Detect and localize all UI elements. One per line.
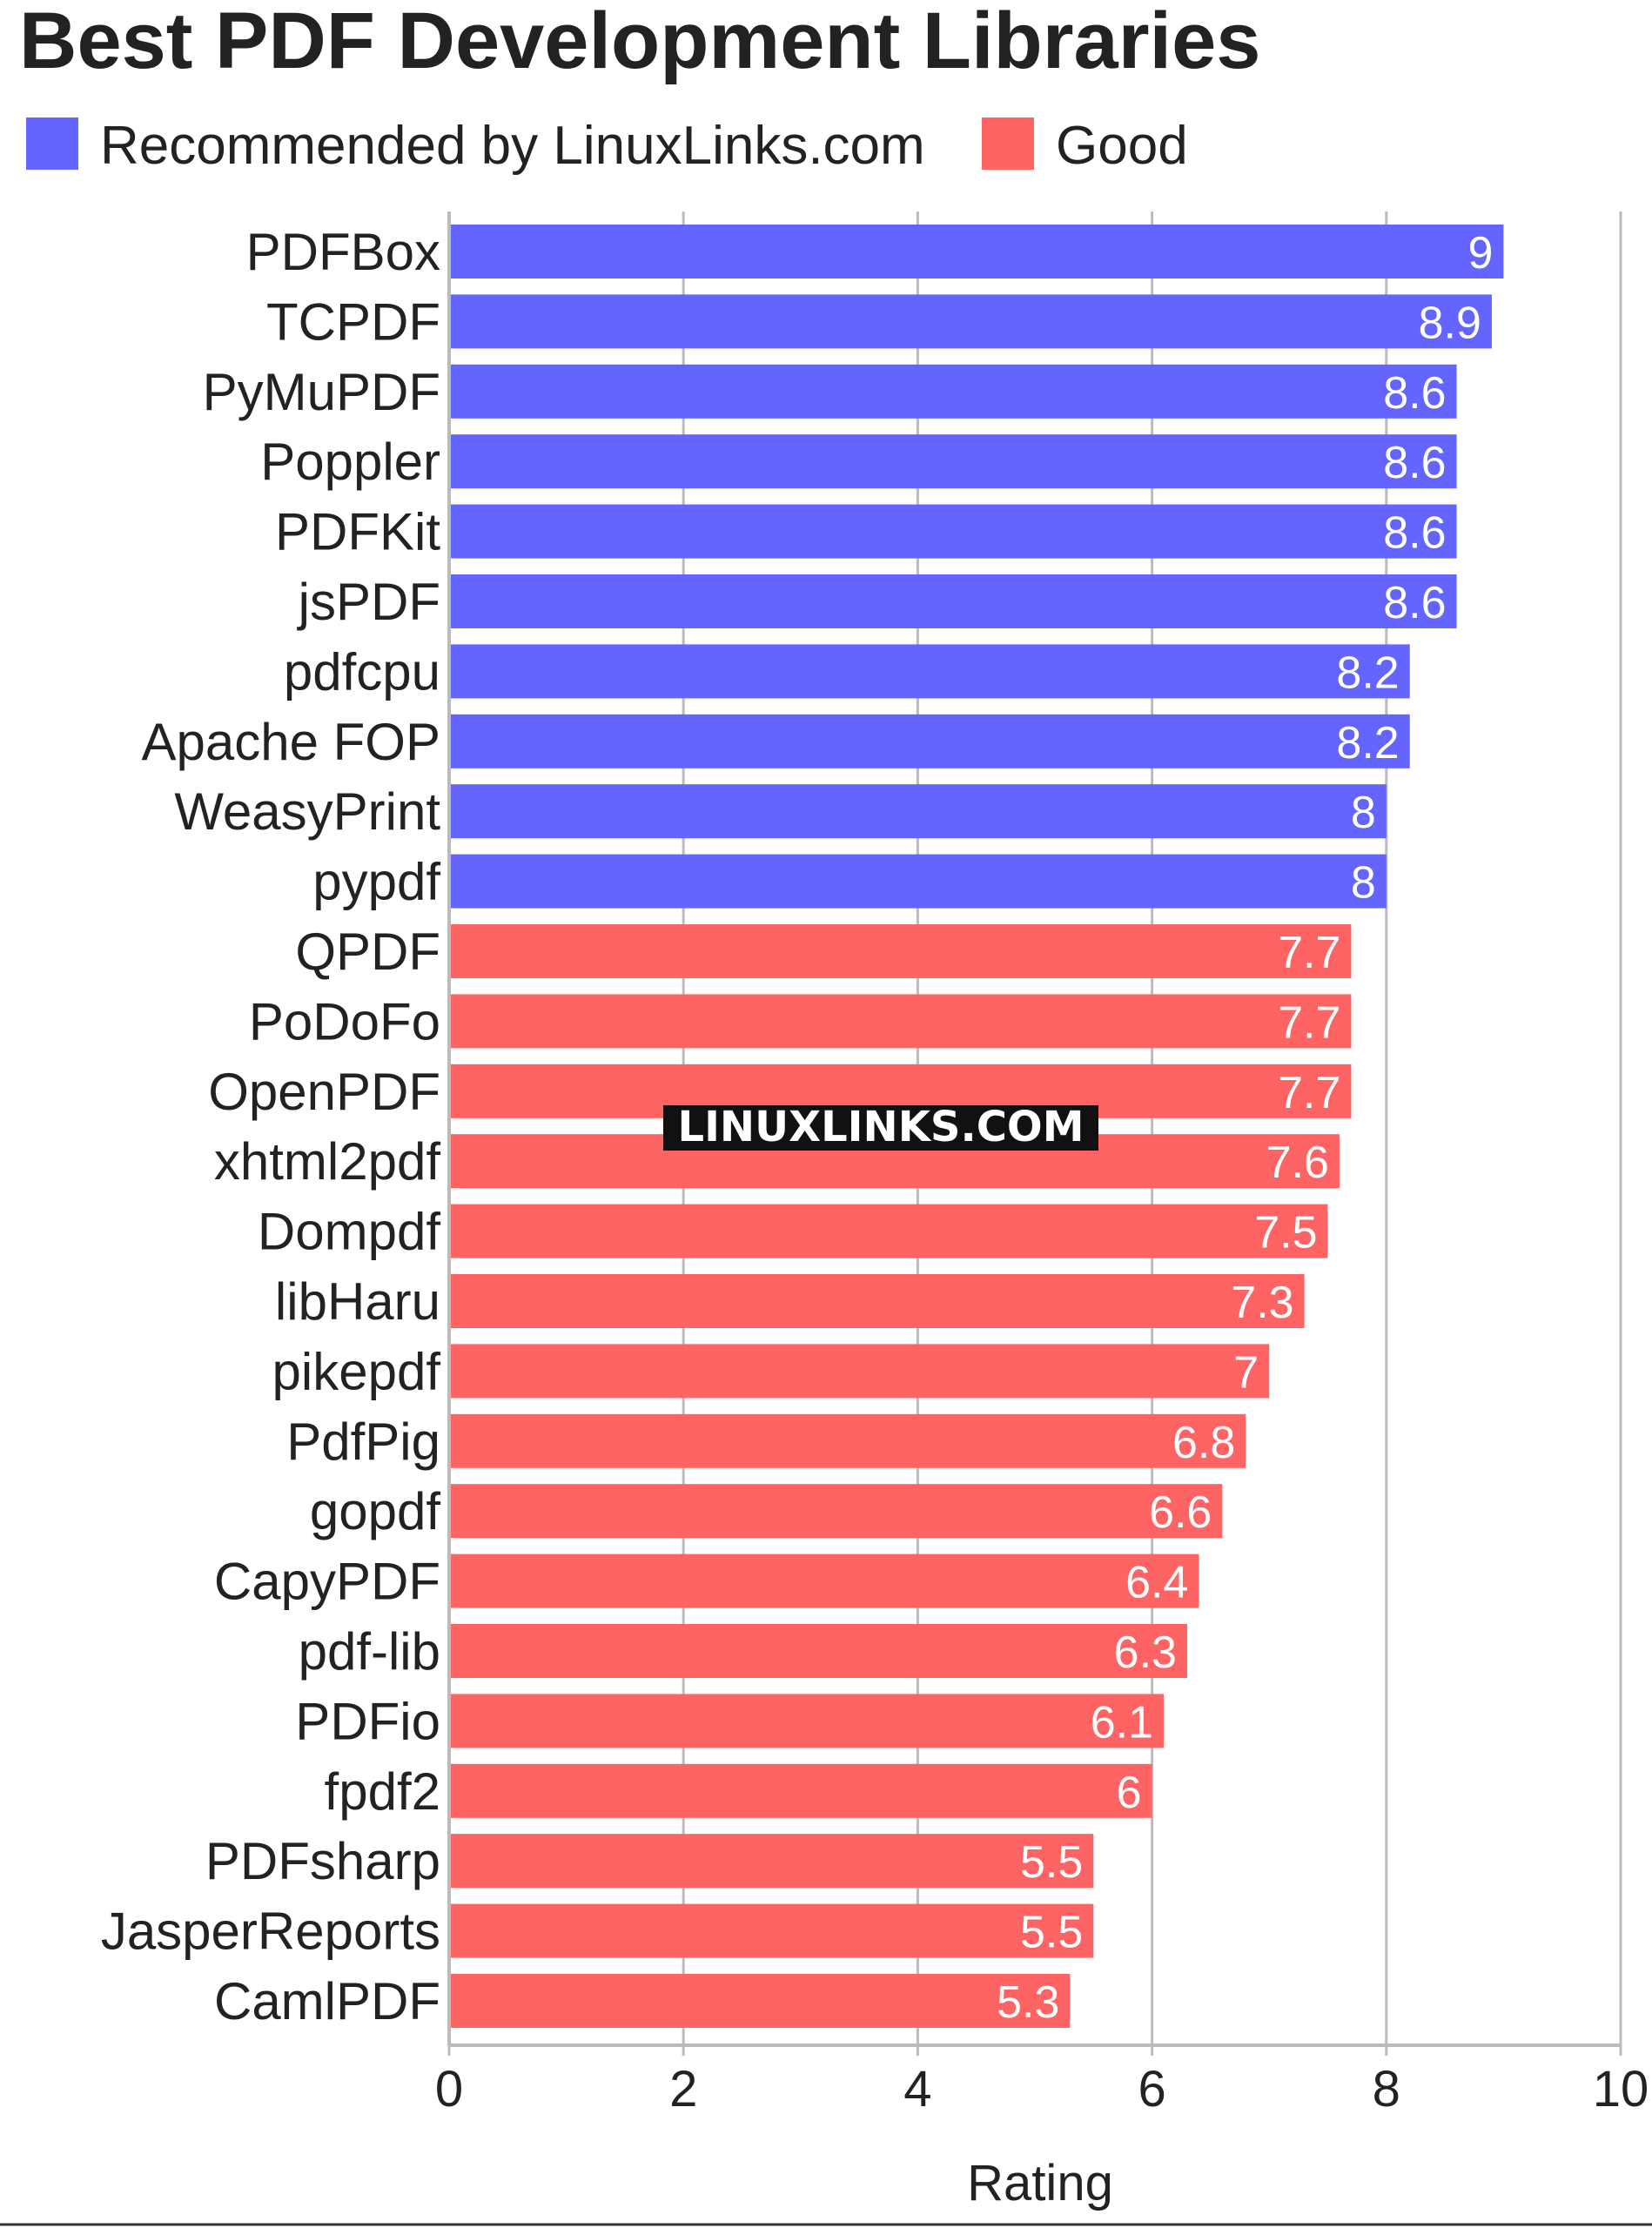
- category-label: gopdf: [310, 1482, 440, 1540]
- value-label: 8.6: [1383, 578, 1446, 628]
- category-label: PyMuPDF: [203, 363, 440, 421]
- category-label: PoDoFo: [249, 992, 440, 1050]
- category-label: Apache FOP: [141, 713, 440, 771]
- value-label: 6.6: [1149, 1487, 1212, 1538]
- x-tick-label: 2: [669, 2061, 697, 2117]
- watermark-text: LINUXLINKS.COM: [677, 1103, 1084, 1151]
- category-label: pdfcpu: [284, 642, 440, 701]
- bar-7: [449, 714, 1410, 768]
- value-label: 6.3: [1114, 1627, 1177, 1678]
- category-label: Poppler: [260, 433, 440, 491]
- bar-24: [449, 1903, 1094, 1958]
- bar-15: [449, 1274, 1305, 1328]
- value-label: 7: [1233, 1347, 1259, 1398]
- bar-4: [449, 504, 1457, 559]
- bar-21: [449, 1694, 1165, 1748]
- bar-17: [449, 1413, 1246, 1468]
- category-label: xhtml2pdf: [214, 1132, 440, 1191]
- bar-9: [449, 854, 1387, 909]
- category-label: CapyPDF: [214, 1553, 440, 1611]
- bar-22: [449, 1763, 1152, 1818]
- legend-label-recommended: Recommended by LinuxLinks.com: [100, 116, 925, 176]
- value-label: 8.6: [1383, 438, 1446, 488]
- x-axis: [447, 211, 1621, 2047]
- value-label: 7.7: [1278, 1068, 1340, 1118]
- value-label: 6.1: [1091, 1697, 1153, 1748]
- value-label: 6.8: [1172, 1418, 1235, 1468]
- value-label: 8: [1351, 788, 1376, 838]
- value-label: 8.9: [1419, 298, 1481, 348]
- bar-0: [449, 225, 1504, 278]
- x-tick-label: 0: [435, 2061, 463, 2117]
- value-label: 8.2: [1336, 648, 1399, 698]
- value-label: 9: [1467, 228, 1493, 278]
- bar-2: [449, 364, 1457, 419]
- category-labels: PDFBox TCPDF PyMuPDF Poppler PDFKit jsPDF pdfc…: [101, 223, 441, 2030]
- value-label: 8.6: [1383, 368, 1446, 419]
- bar-1: [449, 294, 1492, 349]
- value-label: 6: [1117, 1768, 1142, 1818]
- bar-19: [449, 1554, 1199, 1608]
- category-label: PDFKit: [275, 503, 440, 561]
- bar-10: [449, 924, 1352, 978]
- bar-8: [449, 784, 1387, 839]
- category-label: TCPDF: [266, 292, 440, 351]
- value-label: 6.4: [1125, 1558, 1188, 1608]
- category-label: jsPDF: [297, 573, 440, 631]
- value-label: 7.7: [1278, 997, 1340, 1048]
- value-labels: 98.98.68.68.68.68.28.2887.77.77.77.67.57…: [997, 228, 1493, 2028]
- bar-14: [449, 1204, 1328, 1258]
- x-tick-label: 4: [903, 2061, 931, 2117]
- value-label: 8.6: [1383, 508, 1446, 559]
- value-label: 5.5: [1020, 1837, 1083, 1888]
- bar-20: [449, 1624, 1187, 1678]
- x-tick-label: 10: [1593, 2061, 1649, 2117]
- category-label: JasperReports: [101, 1903, 440, 1961]
- value-label: 5.5: [1020, 1908, 1083, 1958]
- x-axis-title: Rating: [967, 2155, 1113, 2211]
- legend-label-good: Good: [1056, 116, 1188, 176]
- watermark-background: [663, 1105, 1098, 1151]
- bar-18: [449, 1484, 1223, 1539]
- value-label: 7.7: [1278, 928, 1340, 978]
- category-label: fpdf2: [325, 1762, 440, 1821]
- legend: Recommended by LinuxLinks.com Good: [26, 116, 1188, 176]
- category-label: pypdf: [312, 853, 440, 911]
- category-label: Dompdf: [258, 1203, 440, 1261]
- x-tick-label: 6: [1138, 2061, 1165, 2117]
- category-label: PDFio: [295, 1692, 440, 1750]
- value-label: 7.5: [1254, 1208, 1317, 1258]
- value-label: 5.3: [997, 1977, 1059, 2028]
- value-label: 8.2: [1336, 718, 1399, 768]
- category-label: pdf-lib: [299, 1622, 440, 1681]
- bar-5: [449, 574, 1457, 628]
- category-label: PDFsharp: [205, 1832, 440, 1890]
- category-label: QPDF: [295, 923, 440, 981]
- category-label: PdfPig: [286, 1413, 440, 1471]
- value-label: 7.6: [1266, 1137, 1329, 1188]
- category-label: libHaru: [275, 1272, 440, 1331]
- value-label: 7.3: [1231, 1278, 1293, 1328]
- watermark: LINUXLINKS.COM: [663, 1103, 1098, 1151]
- x-tick-label: 8: [1373, 2061, 1400, 2117]
- chart-title: Best PDF Development Libraries: [19, 0, 1260, 85]
- bar-6: [449, 644, 1410, 699]
- bar-3: [449, 434, 1457, 489]
- category-label: WeasyPrint: [174, 782, 440, 841]
- bar-16: [449, 1344, 1270, 1399]
- category-label: pikepdf: [272, 1342, 441, 1400]
- category-label: PDFBox: [246, 223, 440, 281]
- bars: [449, 225, 1504, 2028]
- bar-23: [449, 1834, 1094, 1889]
- bar-25: [449, 1974, 1071, 2028]
- x-tick-labels: 0 2 4 6 8 10: [435, 2045, 1649, 2117]
- value-label: 8: [1351, 858, 1376, 909]
- category-label: CamlPDF: [214, 1972, 440, 2030]
- bar-11: [449, 994, 1352, 1049]
- legend-swatch-recommended: [26, 117, 78, 170]
- category-label: OpenPDF: [208, 1063, 440, 1121]
- legend-swatch-good: [982, 117, 1034, 170]
